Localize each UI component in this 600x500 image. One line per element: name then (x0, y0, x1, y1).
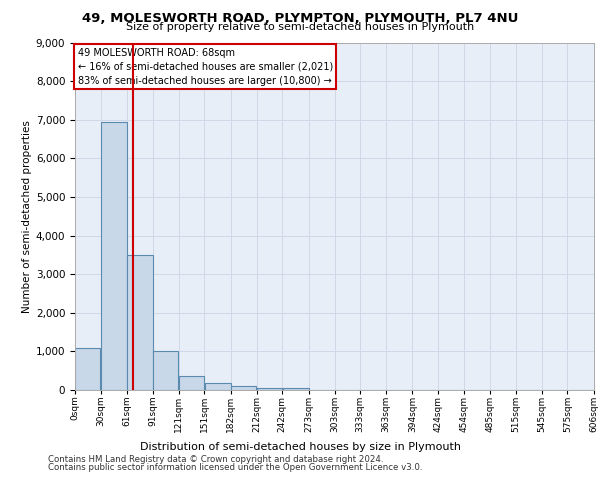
Bar (257, 388, 282, 390)
Text: Size of property relative to semi-detached houses in Plymouth: Size of property relative to semi-detach… (126, 22, 474, 32)
Bar (153, 352, 178, 390)
Bar (205, 383, 230, 390)
Bar (101, 122, 127, 390)
Text: Contains HM Land Registry data © Crown copyright and database right 2024.: Contains HM Land Registry data © Crown c… (48, 455, 383, 464)
Bar (283, 388, 308, 390)
Text: Contains public sector information licensed under the Open Government Licence v3: Contains public sector information licen… (48, 462, 422, 471)
Text: 49, MOLESWORTH ROAD, PLYMPTON, PLYMOUTH, PL7 4NU: 49, MOLESWORTH ROAD, PLYMPTON, PLYMOUTH,… (82, 12, 518, 24)
Y-axis label: Number of semi-detached properties: Number of semi-detached properties (22, 120, 32, 312)
Bar (75, 348, 100, 390)
Bar (127, 255, 152, 390)
Bar (231, 386, 256, 390)
Bar (179, 376, 204, 390)
Text: Distribution of semi-detached houses by size in Plymouth: Distribution of semi-detached houses by … (139, 442, 461, 452)
Text: 49 MOLESWORTH ROAD: 68sqm
← 16% of semi-detached houses are smaller (2,021)
83% : 49 MOLESWORTH ROAD: 68sqm ← 16% of semi-… (77, 48, 333, 86)
